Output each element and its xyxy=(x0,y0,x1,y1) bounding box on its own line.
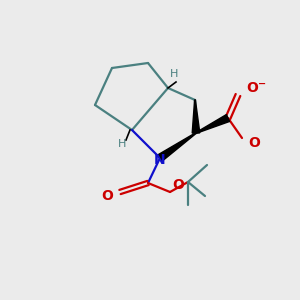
Text: H: H xyxy=(118,139,126,149)
Text: O: O xyxy=(172,178,184,192)
Text: −: − xyxy=(258,79,266,89)
Polygon shape xyxy=(192,100,200,133)
Text: O: O xyxy=(246,81,258,95)
Text: H: H xyxy=(170,69,178,79)
Text: O: O xyxy=(101,189,113,203)
Text: O: O xyxy=(248,136,260,150)
Polygon shape xyxy=(196,115,230,134)
Polygon shape xyxy=(158,133,196,161)
Text: N: N xyxy=(154,153,166,167)
